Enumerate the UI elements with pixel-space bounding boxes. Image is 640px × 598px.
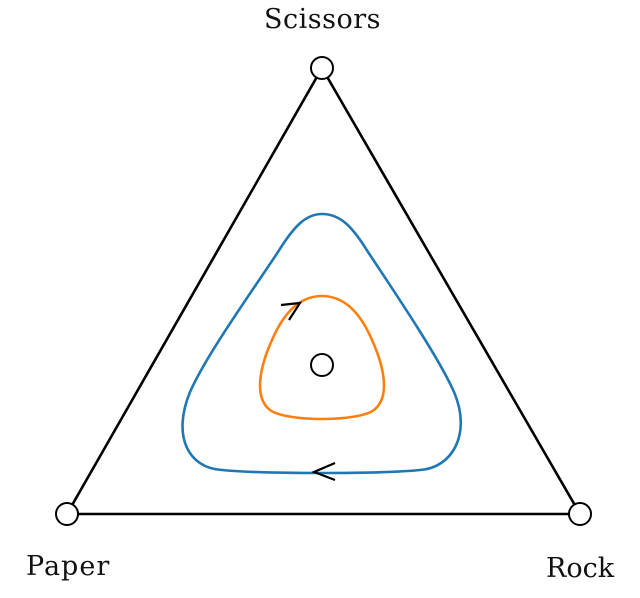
outer-orbit — [181, 212, 463, 475]
simplex-triangle — [65, 67, 582, 516]
outer-orbit-arrow — [311, 461, 336, 482]
center-marker — [310, 353, 334, 377]
vertex-marker-left — [55, 502, 79, 526]
vertex-marker-right — [568, 502, 592, 526]
vertex-label-scissors: Scissors — [264, 4, 381, 35]
vertex-label-paper: Paper — [26, 551, 111, 582]
inner-orbit-arrow — [280, 301, 303, 321]
inner-orbit — [258, 294, 386, 421]
vertex-label-rock: Rock — [546, 553, 615, 584]
vertex-marker-top — [310, 56, 334, 80]
edge-right — [320, 67, 582, 515]
edge-left — [65, 67, 324, 515]
